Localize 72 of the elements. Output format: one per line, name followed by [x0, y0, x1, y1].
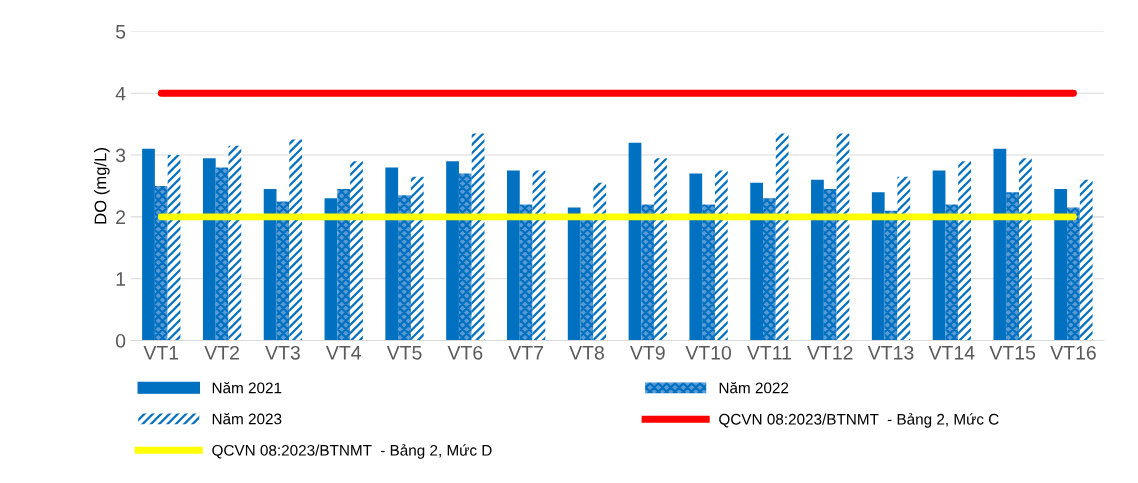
bar	[641, 204, 655, 341]
bar	[1006, 192, 1020, 341]
y-axis-title: DO (mg/L)	[94, 148, 110, 224]
legend-label: Năm 2022	[719, 381, 789, 394]
bar	[142, 148, 155, 341]
bar	[228, 145, 242, 341]
x-tick-label: VT16	[1050, 345, 1096, 360]
x-tick-label: VT9	[630, 345, 665, 360]
bar	[458, 173, 472, 341]
y-tick-label: 3	[115, 148, 126, 163]
x-tick-label: VT4	[325, 346, 361, 360]
x-tick-label: VT1	[143, 346, 179, 360]
bar	[1079, 179, 1093, 341]
bar	[398, 195, 411, 341]
x-tick-label: VT13	[867, 345, 914, 360]
legend-label: QCVN 08:2023/BTNMT - Bảng 2, Mức D	[212, 444, 492, 459]
bar	[1019, 158, 1032, 341]
bar	[714, 170, 728, 341]
x-tick-label: VT6	[447, 345, 483, 360]
x-tick-label: VT3	[265, 345, 300, 360]
x-tick-label: VT5	[386, 346, 422, 360]
x-tick-label: VT2	[204, 345, 239, 360]
bar	[263, 189, 277, 341]
x-tick-label: VT14	[928, 346, 975, 360]
bar	[519, 204, 533, 341]
bar	[202, 158, 216, 341]
bar	[385, 167, 399, 341]
y-tick-label: 2	[116, 210, 126, 224]
x-tick-label: VT15	[989, 346, 1036, 360]
bar	[932, 170, 946, 341]
legend-label: Năm 2021	[212, 381, 282, 394]
bar	[763, 198, 776, 341]
bar	[532, 170, 546, 341]
x-tick-label: VT11	[746, 346, 791, 360]
bar	[506, 170, 520, 341]
y-tick-label: 4	[115, 86, 126, 101]
bar	[702, 204, 715, 341]
bar	[593, 182, 607, 341]
bar	[337, 189, 351, 341]
bar	[993, 148, 1007, 341]
y-tick-label: 0	[115, 333, 126, 348]
bar	[945, 204, 959, 341]
bar	[628, 142, 642, 341]
bar	[871, 192, 885, 341]
bar	[289, 139, 303, 341]
bar	[689, 173, 703, 341]
bar	[654, 158, 667, 341]
bar	[471, 133, 485, 341]
bar	[350, 161, 363, 341]
bar	[823, 189, 837, 341]
bar	[897, 176, 911, 341]
bar	[154, 185, 168, 341]
x-tick-label: VT12	[807, 345, 853, 360]
bar	[567, 207, 581, 341]
bar	[811, 179, 824, 341]
bar	[836, 133, 850, 341]
bar	[446, 161, 459, 341]
bar	[750, 182, 764, 341]
legend-label: QCVN 08:2023/BTNMT - Bảng 2, Mức C	[719, 413, 999, 428]
bar	[1067, 207, 1080, 341]
bar	[167, 155, 181, 341]
bar	[215, 167, 229, 341]
x-tick-label: VT10	[685, 345, 732, 360]
y-tick-label: 5	[115, 25, 126, 39]
bar	[410, 176, 424, 341]
x-tick-label: VT7	[508, 346, 543, 360]
x-tick-label: VT8	[569, 345, 604, 360]
bar	[1054, 189, 1068, 341]
legend-label: Năm 2023	[212, 412, 282, 425]
bar	[958, 161, 971, 341]
bar	[775, 133, 789, 341]
y-tick-label: 1	[116, 272, 126, 286]
